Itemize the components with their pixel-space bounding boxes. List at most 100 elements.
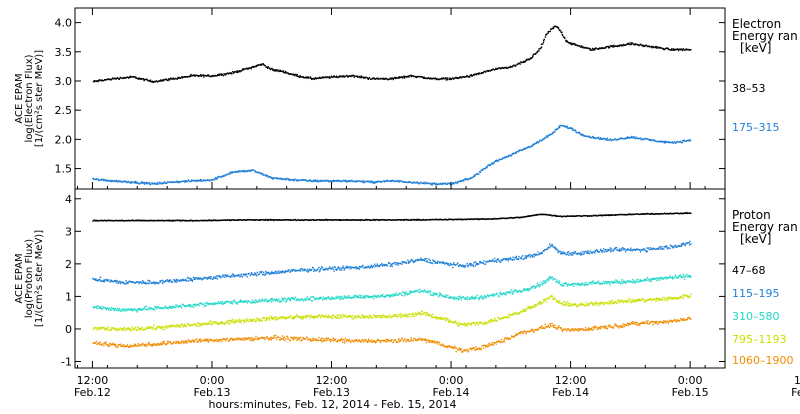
proton-data-point	[661, 246, 662, 247]
proton-data-point	[305, 269, 306, 270]
proton-data-point	[206, 302, 207, 303]
proton-data-point	[152, 283, 153, 284]
electron-data-point	[611, 46, 612, 47]
proton-data-point	[584, 282, 585, 283]
proton-data-point	[548, 279, 549, 280]
proton-data-point	[660, 246, 661, 247]
proton-data-point	[389, 263, 390, 264]
electron-data-point	[520, 149, 521, 150]
electron-data-point	[543, 42, 544, 43]
proton-data-point	[510, 259, 511, 260]
proton-data-point	[96, 308, 97, 309]
proton-data-point	[235, 322, 236, 323]
proton-data-point	[98, 327, 99, 328]
proton-data-point	[566, 283, 567, 284]
proton-data-point	[438, 296, 439, 297]
proton-data-point	[215, 321, 216, 322]
proton-data-point	[379, 317, 380, 318]
proton-data-point	[363, 297, 364, 298]
proton-data-point	[467, 299, 468, 300]
proton-data-point	[100, 306, 101, 307]
proton-data-point	[447, 295, 448, 296]
proton-data-point	[255, 274, 256, 275]
electron-data-point	[521, 62, 522, 63]
electron-data-point	[528, 147, 529, 148]
proton-data-point	[395, 295, 396, 296]
proton-data-point	[595, 251, 596, 252]
proton-data-point	[201, 303, 202, 304]
proton-data-point	[227, 320, 228, 321]
proton-data-point	[515, 290, 516, 291]
electron-data-point	[292, 74, 293, 75]
proton-data-point	[340, 315, 341, 316]
electron-data-point	[418, 76, 419, 77]
proton-data-point	[395, 264, 396, 265]
proton-data-point	[115, 280, 116, 281]
proton-data-point	[132, 310, 133, 311]
proton-data-point	[154, 309, 155, 310]
proton-data-point	[463, 265, 464, 266]
electron-data-point	[432, 184, 433, 185]
proton-data-point	[337, 317, 338, 318]
proton-data-point	[505, 293, 506, 294]
proton-data-point	[188, 278, 189, 279]
proton-data-point	[318, 298, 319, 299]
proton-data-point	[306, 317, 307, 318]
electron-data-point	[660, 47, 661, 48]
proton-data-point	[138, 326, 139, 327]
proton-data-point	[511, 291, 512, 292]
electron-data-point	[613, 139, 614, 140]
proton-data-point	[683, 242, 684, 243]
proton-data-point	[174, 280, 175, 281]
proton-data-point	[607, 250, 608, 251]
proton-data-point	[171, 306, 172, 307]
proton-data-point	[482, 297, 483, 298]
proton-data-point	[188, 280, 189, 281]
electron-data-point	[381, 181, 382, 182]
proton-data-point	[498, 260, 499, 261]
proton-data-point	[600, 249, 601, 250]
proton-data-point	[328, 315, 329, 316]
proton-data-point	[177, 279, 178, 280]
proton-data-point	[426, 258, 427, 259]
proton-data-point	[154, 220, 155, 221]
proton-data-point	[666, 246, 667, 247]
proton-data-point	[573, 285, 574, 286]
proton-data-point	[577, 283, 578, 284]
electron-data-point	[478, 173, 479, 174]
proton-data-point	[439, 292, 440, 293]
proton-data-point	[266, 317, 267, 318]
proton-data-point	[531, 286, 532, 287]
electron-data-point	[642, 44, 643, 45]
proton-data-point	[339, 296, 340, 297]
proton-data-point	[411, 219, 412, 220]
proton-data-point	[338, 315, 339, 316]
proton-data-point	[274, 299, 275, 300]
proton-data-point	[231, 276, 232, 277]
proton-data-point	[333, 270, 334, 271]
proton-data-point	[579, 284, 580, 285]
proton-data-point	[311, 269, 312, 270]
proton-data-point	[366, 267, 367, 268]
proton-data-point	[320, 268, 321, 269]
proton-ytick-label: 4	[65, 193, 72, 206]
proton-data-point	[457, 298, 458, 299]
electron-data-point	[357, 76, 358, 77]
electron-data-point	[190, 74, 191, 75]
proton-data-point	[170, 280, 171, 281]
proton-data-point	[211, 321, 212, 322]
proton-data-point	[252, 300, 253, 301]
proton-data-point	[309, 317, 310, 318]
proton-data-point	[265, 219, 266, 220]
proton-data-point	[108, 309, 109, 310]
proton-data-point	[161, 326, 162, 327]
proton-data-point	[285, 298, 286, 299]
proton-data-point	[410, 261, 411, 262]
electron-data-point	[447, 79, 448, 80]
proton-data-point	[365, 317, 366, 318]
electron-data-point	[480, 170, 481, 171]
proton-data-point	[608, 283, 609, 284]
proton-data-point	[353, 318, 354, 319]
electron-data-point	[649, 46, 650, 47]
